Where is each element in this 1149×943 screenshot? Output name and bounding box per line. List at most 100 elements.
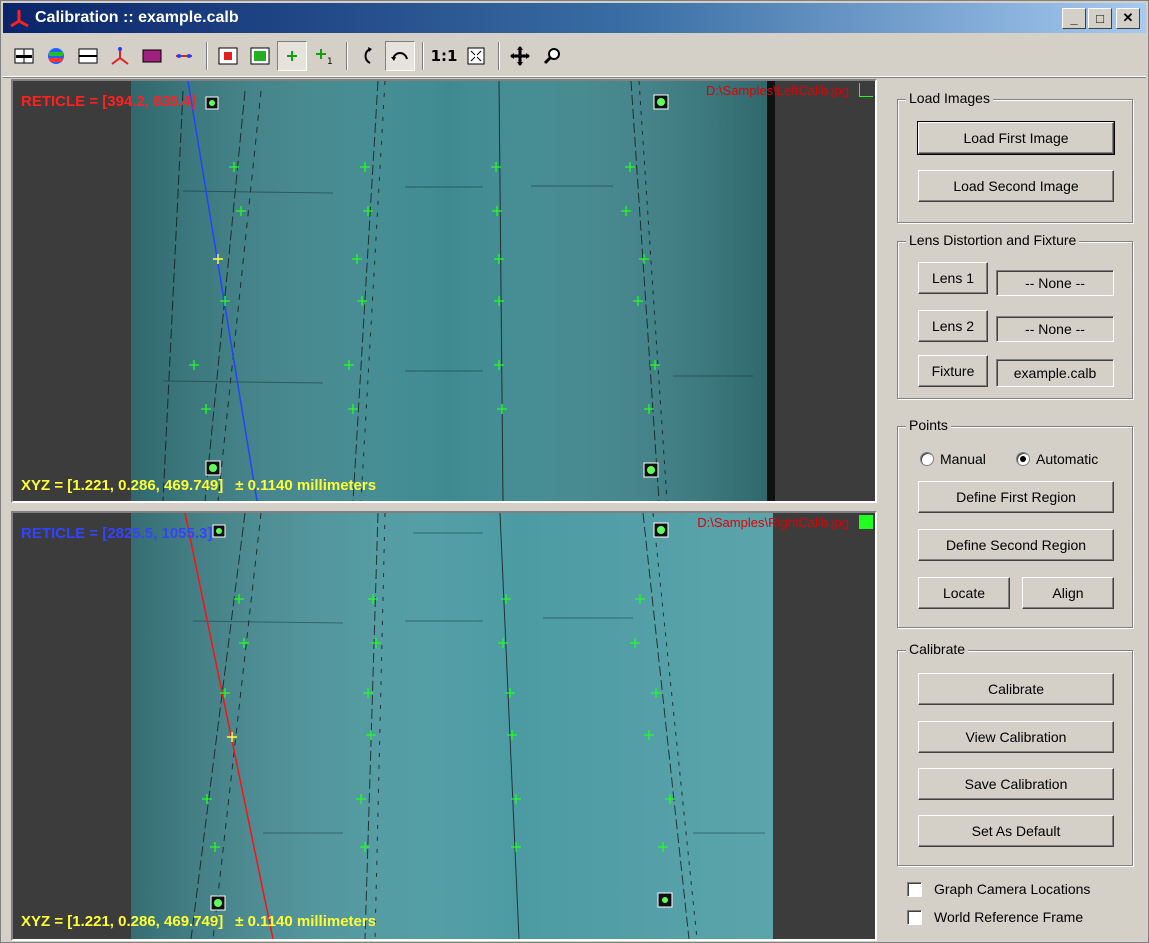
target-marker bbox=[658, 842, 668, 852]
split-horizontal-button[interactable] bbox=[73, 41, 103, 71]
target-marker bbox=[511, 842, 521, 852]
add-point-numbered-button[interactable]: 1 bbox=[309, 41, 339, 71]
one-to-one-button[interactable]: 1:1 bbox=[429, 41, 459, 71]
minimize-icon: _ bbox=[1070, 10, 1078, 26]
load-first-image-button[interactable]: Load First Image bbox=[917, 121, 1115, 155]
undo-button[interactable] bbox=[385, 40, 415, 71]
target-marker bbox=[344, 360, 354, 370]
target-marker bbox=[352, 254, 362, 264]
view-calibration-button[interactable]: View Calibration bbox=[918, 721, 1114, 753]
target-marker bbox=[494, 360, 504, 370]
group-title: Lens Distortion and Fixture bbox=[906, 232, 1080, 248]
toolbar-separator bbox=[498, 41, 500, 70]
checkbox-box bbox=[907, 881, 922, 897]
right-image-view[interactable]: RETICLE = [2825.5, 1055.3] D:\Samples\Ri… bbox=[11, 511, 877, 941]
toolbar-separator bbox=[346, 41, 348, 70]
axes-icon bbox=[111, 46, 129, 65]
split-view-button[interactable] bbox=[9, 41, 39, 71]
locate-button[interactable]: Locate bbox=[918, 577, 1010, 609]
lens-2-button[interactable]: Lens 2 bbox=[918, 310, 988, 342]
radio-indicator bbox=[920, 452, 934, 466]
target-marker bbox=[651, 688, 661, 698]
lens-1-button[interactable]: Lens 1 bbox=[918, 262, 988, 294]
fixture-button[interactable]: Fixture bbox=[918, 355, 988, 387]
green-region-icon bbox=[250, 47, 270, 64]
define-first-region-button[interactable]: Define First Region bbox=[918, 481, 1114, 513]
fit-to-window-button[interactable] bbox=[461, 41, 491, 71]
load-second-image-button[interactable]: Load Second Image bbox=[918, 170, 1114, 202]
add-point-numbered-icon: 1 bbox=[316, 48, 333, 65]
lens-distortion-group: Lens Distortion and Fixture Lens 1 -- No… bbox=[897, 232, 1133, 399]
checkbox-label: World Reference Frame bbox=[934, 909, 1084, 925]
fit-to-window-icon bbox=[467, 47, 485, 64]
toolbar-separator bbox=[422, 41, 424, 70]
toolbar: 1 1:1 bbox=[3, 35, 1146, 77]
zoom-button[interactable] bbox=[537, 41, 567, 71]
zoom-icon bbox=[543, 47, 560, 64]
axes-button[interactable] bbox=[105, 41, 135, 71]
left-image-view[interactable]: RETICLE = [394.2, 835.4] D:\Samples\Left… bbox=[11, 79, 877, 503]
automatic-radio[interactable]: Automatic bbox=[1016, 451, 1098, 467]
define-second-region-button[interactable]: Define Second Region bbox=[918, 529, 1114, 561]
graph-camera-locations-checkbox[interactable]: Graph Camera Locations bbox=[907, 881, 1090, 897]
world-reference-frame-checkbox[interactable]: World Reference Frame bbox=[907, 909, 1083, 925]
target-marker bbox=[201, 404, 211, 414]
target-marker bbox=[357, 296, 367, 306]
save-calibration-button[interactable]: Save Calibration bbox=[918, 768, 1114, 800]
target-marker bbox=[360, 842, 370, 852]
target-marker bbox=[366, 730, 376, 740]
radio-label: Manual bbox=[940, 451, 986, 467]
image-button[interactable] bbox=[137, 41, 167, 71]
calibrate-button[interactable]: Calibrate bbox=[918, 673, 1114, 705]
xyz-readout: XYZ = [1.221, 0.286, 469.749] ± 0.1140 mi… bbox=[21, 913, 376, 930]
target-marker bbox=[236, 206, 246, 216]
close-button[interactable]: ✕ bbox=[1116, 7, 1140, 29]
control-panel: Load Images Load First Image Load Second… bbox=[887, 79, 1145, 943]
target-marker bbox=[501, 594, 511, 604]
checkbox-box bbox=[907, 909, 922, 925]
color-map-icon bbox=[48, 47, 64, 64]
manual-radio[interactable]: Manual bbox=[920, 451, 986, 467]
target-marker bbox=[650, 360, 660, 370]
toolbar-separator bbox=[206, 41, 208, 70]
left-calibration-image bbox=[131, 81, 775, 501]
calibrate-group: Calibrate Calibrate View Calibration Sav… bbox=[897, 641, 1133, 866]
set-as-default-button[interactable]: Set As Default bbox=[918, 815, 1114, 847]
target-marker bbox=[621, 206, 631, 216]
target-marker bbox=[511, 794, 521, 804]
target-marker bbox=[220, 296, 230, 306]
fit-region-button[interactable] bbox=[213, 41, 243, 71]
target-marker bbox=[348, 404, 358, 414]
image-icon bbox=[142, 49, 162, 62]
line-button[interactable] bbox=[169, 41, 199, 71]
load-images-group: Load Images Load First Image Load Second… bbox=[897, 90, 1133, 223]
lens-2-field: -- None -- bbox=[996, 316, 1114, 342]
radio-label: Automatic bbox=[1036, 451, 1099, 467]
group-title: Points bbox=[906, 417, 951, 433]
xyz-value: XYZ = [1.221, 0.286, 469.749] bbox=[21, 913, 224, 930]
target-marker bbox=[202, 794, 212, 804]
rotate-icon bbox=[364, 46, 372, 64]
line-icon bbox=[176, 53, 192, 58]
target-marker bbox=[665, 794, 675, 804]
maximize-button[interactable]: □ bbox=[1088, 7, 1112, 29]
one-to-one-icon: 1:1 bbox=[430, 46, 458, 65]
error-value: ± 0.1140 millimeters bbox=[235, 477, 377, 494]
title-bar[interactable]: Calibration :: example.calb _ □ ✕ bbox=[3, 3, 1146, 33]
maximize-icon: □ bbox=[1096, 10, 1104, 26]
target-marker bbox=[189, 360, 199, 370]
pan-icon bbox=[510, 45, 530, 66]
minimize-button[interactable]: _ bbox=[1062, 7, 1086, 29]
align-button[interactable]: Align bbox=[1022, 577, 1114, 609]
close-icon: ✕ bbox=[1122, 10, 1134, 25]
reticle-readout: RETICLE = [2825.5, 1055.3] bbox=[21, 525, 213, 542]
xyz-readout: XYZ = [1.221, 0.286, 469.749] ± 0.1140 mi… bbox=[21, 477, 376, 494]
color-map-button[interactable] bbox=[41, 41, 71, 71]
green-region-button[interactable] bbox=[245, 41, 275, 71]
rotate-button[interactable] bbox=[353, 41, 383, 71]
pan-button[interactable] bbox=[505, 41, 535, 71]
image-file-path: D:\Samples\RightCalib.jpg bbox=[697, 515, 849, 530]
split-view-icon bbox=[14, 48, 34, 63]
target-marker bbox=[492, 206, 502, 216]
add-point-button[interactable] bbox=[277, 40, 307, 71]
